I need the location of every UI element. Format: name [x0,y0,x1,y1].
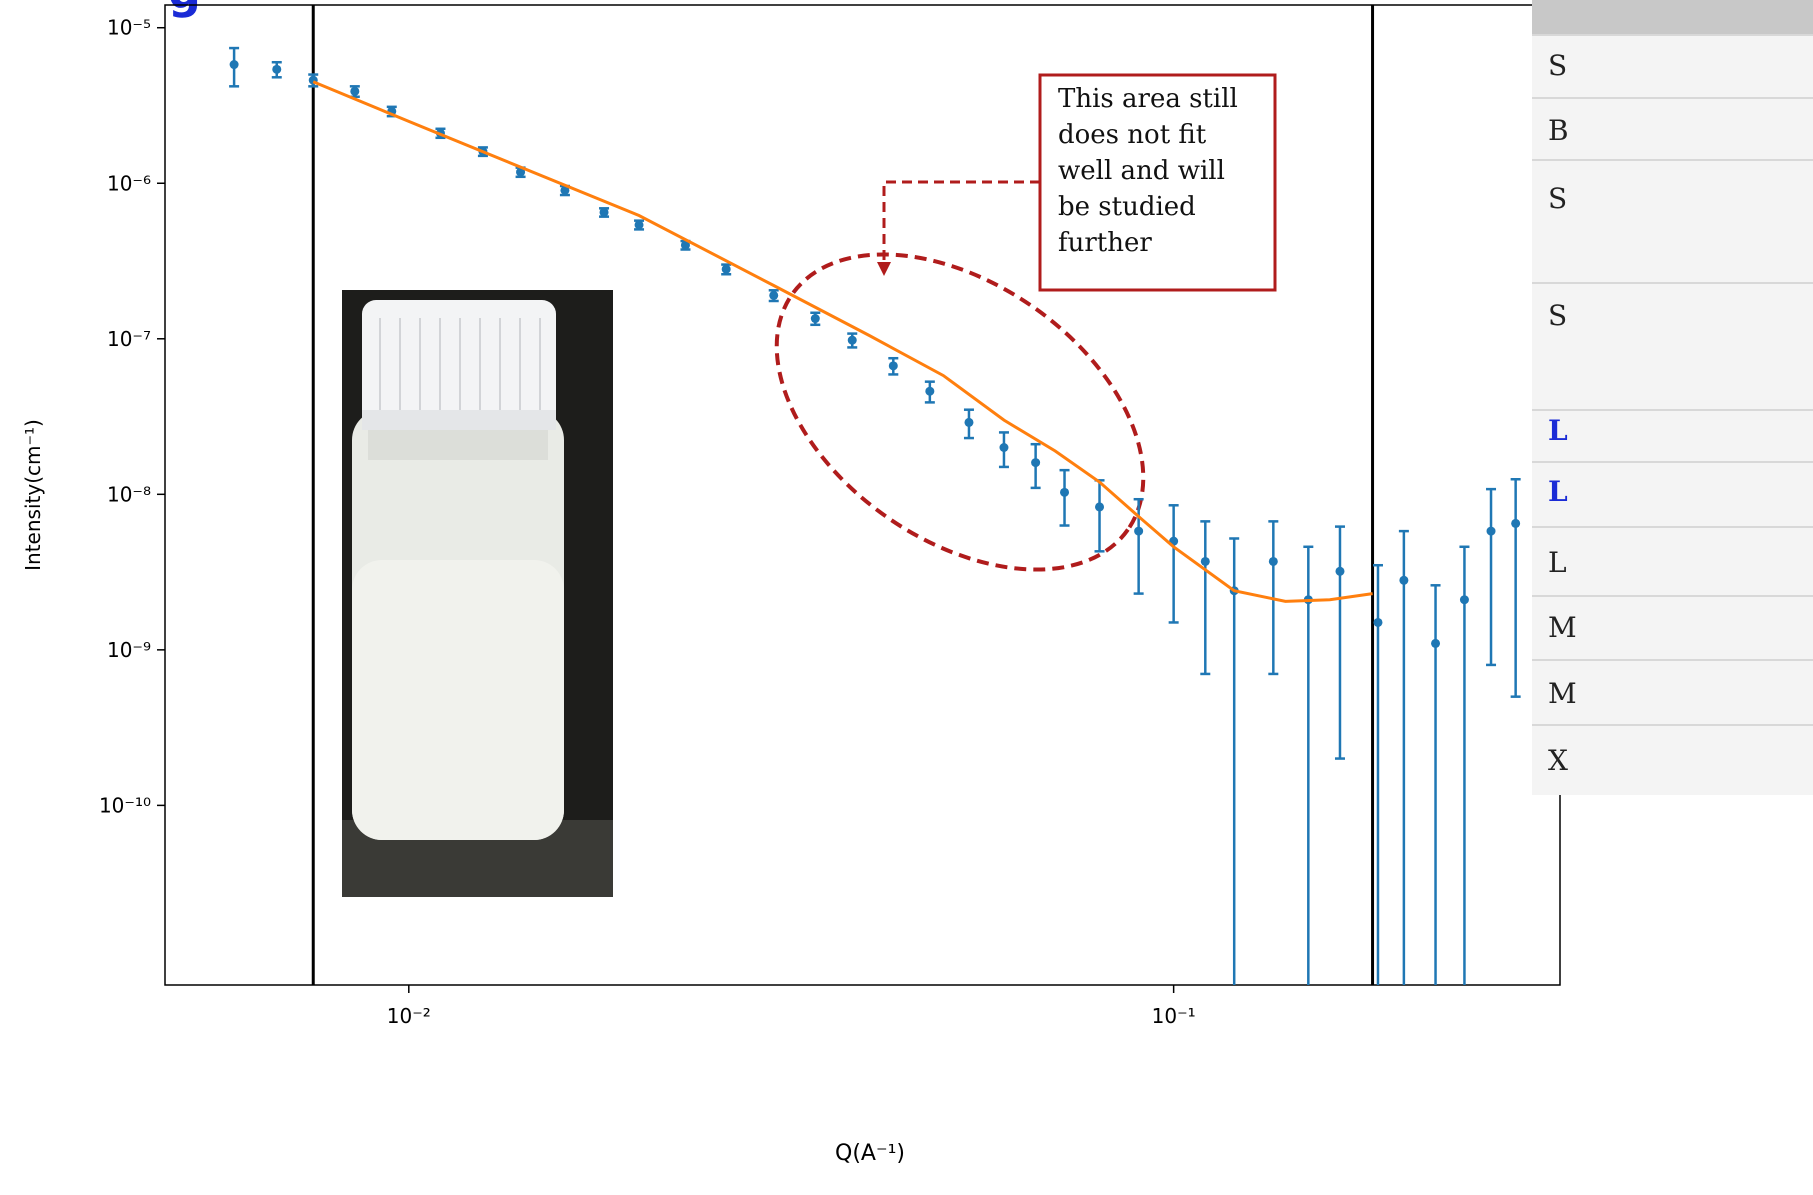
x-tick-label: 10⁻¹ [1152,1004,1196,1028]
x-tick-label: 10⁻² [387,1004,431,1028]
y-tick-label: 10⁻⁵ [107,16,151,40]
table-cell: M [1548,611,1577,644]
table-cell: X [1548,744,1568,777]
annotation-line: be studied [1058,192,1196,222]
annotation-line: does not fit [1058,120,1207,150]
data-point [229,60,239,70]
annotation-text: This area still does not fit well and will… [1058,84,1238,258]
table-cell: L [1548,546,1567,579]
table-cell: L [1548,475,1568,508]
data-point [560,185,570,195]
table-cell: B [1548,114,1569,147]
data-point [769,290,779,300]
data-point [1511,518,1521,528]
annotation-arrow [882,180,1040,262]
data-point [1399,575,1409,585]
data-point [999,442,1009,452]
table-cell: M [1548,677,1577,710]
data-point [634,220,644,230]
data-point [1373,617,1383,627]
y-axis-label: Intensity(cm⁻¹) [21,419,45,571]
data-point [1335,566,1345,576]
data-point [888,361,898,371]
table-cell: S [1548,182,1567,215]
data-point [1268,556,1278,566]
y-tick-label: 10⁻⁶ [107,171,151,195]
data-point [721,264,731,274]
y-tick-label: 10⁻¹⁰ [99,793,151,817]
data-point [1095,502,1105,512]
annotation-box [1038,73,1277,292]
table-cell: L [1548,414,1568,447]
data-point [1031,458,1041,468]
annotation-line: further [1058,228,1152,258]
photo-inset [342,290,613,897]
data-point [350,86,360,96]
y-tick-label: 10⁻⁹ [107,638,151,662]
data-point [599,207,609,217]
data-point [964,417,974,427]
data-point [516,167,526,177]
data-point [1486,526,1496,536]
table-cell: S [1548,49,1567,82]
table-cell: S [1548,299,1567,332]
data-point [925,386,935,396]
arrow-head [877,262,891,276]
data-point [847,335,857,345]
data-point [1459,595,1469,605]
highlight-ellipse [774,252,1146,572]
data-point [1200,556,1210,566]
data-point [1431,638,1441,648]
title-fragment: g [168,0,201,19]
data-point [272,64,282,74]
x-axis-label: Q(A⁻¹) [835,1141,905,1166]
data-point [1134,526,1144,536]
data-point [810,314,820,324]
y-tick-label: 10⁻⁸ [107,482,151,506]
data-point [1060,487,1070,497]
fit-line [312,80,1373,603]
data-point [680,240,690,250]
annotation-line: well and will [1058,156,1225,186]
y-tick-label: 10⁻⁷ [107,327,151,351]
annotation-line: This area still [1058,84,1238,114]
